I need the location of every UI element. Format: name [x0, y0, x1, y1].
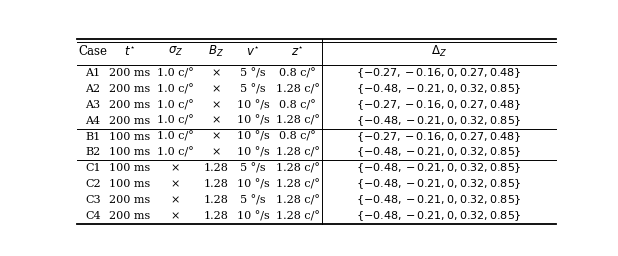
Text: Case: Case	[78, 45, 108, 58]
Text: 10 °/s: 10 °/s	[237, 147, 269, 158]
Text: 10 °/s: 10 °/s	[237, 131, 269, 142]
Text: A4: A4	[85, 116, 100, 126]
Text: 1.28 c/°: 1.28 c/°	[276, 163, 320, 174]
Text: 10 °/s: 10 °/s	[237, 115, 269, 126]
Text: 5 °/s: 5 °/s	[240, 84, 266, 94]
Text: $B_Z$: $B_Z$	[208, 44, 224, 59]
Text: $\{-0.27, -0.16, 0, 0.27, 0.48\}$: $\{-0.27, -0.16, 0, 0.27, 0.48\}$	[356, 66, 522, 80]
Text: 10 °/s: 10 °/s	[237, 179, 269, 189]
Text: ×: ×	[211, 68, 221, 78]
Text: ×: ×	[171, 211, 180, 221]
Text: ×: ×	[171, 163, 180, 173]
Text: 1.28 c/°: 1.28 c/°	[276, 195, 320, 205]
Text: 1.28: 1.28	[204, 179, 229, 189]
Text: 0.8 c/°: 0.8 c/°	[279, 131, 316, 142]
Text: $\sigma_Z$: $\sigma_Z$	[168, 45, 183, 58]
Text: 10 °/s: 10 °/s	[237, 100, 269, 110]
Text: $t^{\star}$: $t^{\star}$	[124, 45, 136, 59]
Text: 1.28 c/°: 1.28 c/°	[276, 179, 320, 189]
Text: ×: ×	[211, 116, 221, 126]
Text: B2: B2	[85, 147, 101, 157]
Text: 1.0 c/°: 1.0 c/°	[157, 84, 194, 94]
Text: ×: ×	[171, 195, 180, 205]
Text: C2: C2	[85, 179, 101, 189]
Text: 200 ms: 200 ms	[109, 116, 151, 126]
Text: 1.0 c/°: 1.0 c/°	[157, 131, 194, 142]
Text: 100 ms: 100 ms	[109, 163, 151, 173]
Text: $z^{\star}$: $z^{\star}$	[291, 45, 304, 59]
Text: A2: A2	[85, 84, 100, 94]
Text: ×: ×	[211, 147, 221, 157]
Text: $v^{\star}$: $v^{\star}$	[247, 45, 260, 59]
Text: 1.28: 1.28	[204, 211, 229, 221]
Text: 1.0 c/°: 1.0 c/°	[157, 68, 194, 78]
Text: $\{-0.48, -0.21, 0, 0.32, 0.85\}$: $\{-0.48, -0.21, 0, 0.32, 0.85\}$	[356, 146, 522, 159]
Text: 5 °/s: 5 °/s	[240, 163, 266, 174]
Text: 200 ms: 200 ms	[109, 100, 151, 110]
Text: 200 ms: 200 ms	[109, 211, 151, 221]
Text: $\{-0.48, -0.21, 0, 0.32, 0.85\}$: $\{-0.48, -0.21, 0, 0.32, 0.85\}$	[356, 177, 522, 191]
Text: A3: A3	[85, 100, 100, 110]
Text: 100 ms: 100 ms	[109, 179, 151, 189]
Text: 1.28 c/°: 1.28 c/°	[276, 84, 320, 94]
Text: 10 °/s: 10 °/s	[237, 211, 269, 221]
Text: 200 ms: 200 ms	[109, 195, 151, 205]
Text: $\{-0.27, -0.16, 0, 0.27, 0.48\}$: $\{-0.27, -0.16, 0, 0.27, 0.48\}$	[356, 130, 522, 144]
Text: 0.8 c/°: 0.8 c/°	[279, 68, 316, 78]
Text: 100 ms: 100 ms	[109, 147, 151, 157]
Text: 1.28: 1.28	[204, 163, 229, 173]
Text: C1: C1	[85, 163, 101, 173]
Text: ×: ×	[211, 100, 221, 110]
Text: 1.0 c/°: 1.0 c/°	[157, 147, 194, 158]
Text: $\{-0.48, -0.21, 0, 0.32, 0.85\}$: $\{-0.48, -0.21, 0, 0.32, 0.85\}$	[356, 82, 522, 96]
Text: 1.28 c/°: 1.28 c/°	[276, 211, 320, 221]
Text: 1.0 c/°: 1.0 c/°	[157, 100, 194, 110]
Text: 5 °/s: 5 °/s	[240, 195, 266, 205]
Text: 0.8 c/°: 0.8 c/°	[279, 100, 316, 110]
Text: B1: B1	[85, 132, 101, 142]
Text: C3: C3	[85, 195, 101, 205]
Text: 5 °/s: 5 °/s	[240, 68, 266, 78]
Text: $\{-0.48, -0.21, 0, 0.32, 0.85\}$: $\{-0.48, -0.21, 0, 0.32, 0.85\}$	[356, 193, 522, 207]
Text: $\{-0.48, -0.21, 0, 0.32, 0.85\}$: $\{-0.48, -0.21, 0, 0.32, 0.85\}$	[356, 209, 522, 223]
Text: A1: A1	[85, 68, 100, 78]
Text: 1.0 c/°: 1.0 c/°	[157, 115, 194, 126]
Text: $\{-0.48, -0.21, 0, 0.32, 0.85\}$: $\{-0.48, -0.21, 0, 0.32, 0.85\}$	[356, 114, 522, 128]
Text: $\{-0.27, -0.16, 0, 0.27, 0.48\}$: $\{-0.27, -0.16, 0, 0.27, 0.48\}$	[356, 98, 522, 112]
Text: C4: C4	[85, 211, 101, 221]
Text: ×: ×	[211, 84, 221, 94]
Text: 200 ms: 200 ms	[109, 68, 151, 78]
Text: ×: ×	[211, 132, 221, 142]
Text: 200 ms: 200 ms	[109, 84, 151, 94]
Text: 1.28: 1.28	[204, 195, 229, 205]
Text: 100 ms: 100 ms	[109, 132, 151, 142]
Text: 1.28 c/°: 1.28 c/°	[276, 115, 320, 126]
Text: $\{-0.48, -0.21, 0, 0.32, 0.85\}$: $\{-0.48, -0.21, 0, 0.32, 0.85\}$	[356, 162, 522, 175]
Text: ×: ×	[171, 179, 180, 189]
Text: $\Delta_Z$: $\Delta_Z$	[431, 44, 447, 59]
Text: 1.28 c/°: 1.28 c/°	[276, 147, 320, 158]
